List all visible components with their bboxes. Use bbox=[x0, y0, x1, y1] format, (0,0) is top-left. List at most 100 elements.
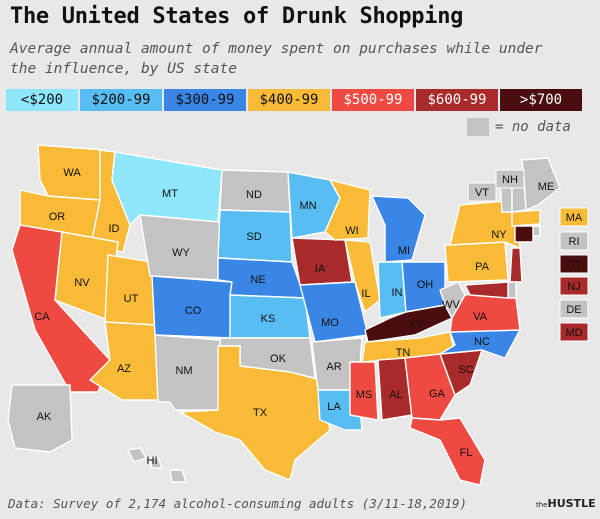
state-ut bbox=[104, 254, 156, 326]
source-note: Data: Survey of 2,174 alcohol-consuming … bbox=[8, 496, 468, 511]
legend-item-500: $500-99 bbox=[332, 89, 414, 111]
state-label-vt: VT bbox=[475, 187, 489, 199]
state-label-hi: HI bbox=[147, 455, 158, 467]
state-wi bbox=[324, 179, 371, 241]
state-il bbox=[344, 239, 381, 313]
state-label-wy: WY bbox=[172, 247, 190, 259]
legend-item-600: $600-99 bbox=[416, 89, 498, 111]
state-hi bbox=[127, 447, 187, 483]
state-label-nd: ND bbox=[246, 189, 262, 201]
state-label-wi: WI bbox=[345, 225, 358, 237]
map-title: The United States of Drunk Shopping bbox=[10, 4, 464, 29]
state-label-az: AZ bbox=[117, 363, 131, 375]
state-label-md: MD bbox=[565, 327, 582, 339]
state-tile-nh bbox=[495, 169, 525, 189]
state-label-ne: NE bbox=[250, 274, 265, 286]
state-de bbox=[507, 281, 517, 299]
brand-name: HUSTLE bbox=[547, 497, 596, 510]
state-fl bbox=[409, 417, 486, 486]
state-ga bbox=[404, 353, 456, 421]
legend-item-400: $400-99 bbox=[248, 89, 330, 111]
state-label-mo: MO bbox=[321, 317, 339, 329]
state-label-me: ME bbox=[538, 181, 555, 193]
nodata-swatch bbox=[467, 118, 489, 136]
state-wv bbox=[439, 281, 466, 319]
nodata-legend: = no data bbox=[467, 118, 571, 136]
state-label-id: ID bbox=[109, 223, 120, 235]
state-label-ct: CT bbox=[567, 259, 582, 271]
state-label-mt: MT bbox=[162, 188, 178, 200]
state-label-fl: FL bbox=[460, 447, 473, 459]
state-label-wa: WA bbox=[63, 167, 81, 179]
state-tile-de bbox=[559, 299, 589, 319]
legend-label: $200-99 bbox=[91, 92, 151, 108]
state-label-ia: IA bbox=[315, 263, 326, 275]
state-label-ny: NY bbox=[491, 229, 507, 241]
state-nj bbox=[509, 247, 523, 283]
state-label-ky: KY bbox=[409, 319, 424, 331]
state-ma bbox=[511, 209, 541, 227]
state-tile-nj bbox=[559, 276, 589, 296]
state-label-va: VA bbox=[473, 311, 488, 323]
legend-item-lt200: <$200 bbox=[6, 89, 78, 111]
legend-label: $600-99 bbox=[427, 92, 487, 108]
state-label-sd: SD bbox=[246, 231, 261, 243]
state-label-al: AL bbox=[389, 389, 402, 401]
state-ia bbox=[291, 237, 353, 286]
state-label-oh: OH bbox=[417, 279, 434, 291]
state-label-ak: AK bbox=[37, 411, 52, 423]
state-label-ri: RI bbox=[569, 236, 580, 248]
state-tile-md bbox=[559, 322, 589, 342]
state-label-nc: NC bbox=[474, 336, 490, 348]
state-mi bbox=[371, 195, 426, 263]
state-ms bbox=[349, 361, 379, 421]
legend: <$200 $200-99 $300-99 $400-99 $500-99 $6… bbox=[6, 89, 584, 111]
state-label-la: LA bbox=[327, 401, 341, 413]
state-label-ma: MA bbox=[566, 212, 583, 224]
state-tile-ct bbox=[559, 254, 589, 274]
state-label-ar: AR bbox=[326, 361, 341, 373]
state-label-ut: UT bbox=[124, 293, 139, 305]
legend-item-700: >$700 bbox=[500, 89, 582, 111]
state-tile-ri bbox=[559, 231, 589, 251]
state-label-co: CO bbox=[185, 305, 202, 317]
state-label-ms: MS bbox=[356, 389, 373, 401]
state-tx bbox=[179, 345, 331, 481]
state-label-sc: SC bbox=[458, 364, 473, 376]
nodata-label: = no data bbox=[495, 119, 571, 135]
state-label-in: IN bbox=[392, 287, 403, 299]
state-label-il: IL bbox=[361, 288, 370, 300]
state-label-nh: NH bbox=[502, 174, 518, 186]
state-label-ks: KS bbox=[261, 313, 276, 325]
state-label-nj: NJ bbox=[567, 281, 580, 293]
state-label-tx: TX bbox=[253, 407, 268, 419]
legend-item-200: $200-99 bbox=[80, 89, 162, 111]
state-label-ca: CA bbox=[34, 311, 50, 323]
legend-label: $500-99 bbox=[343, 92, 403, 108]
state-label-nv: NV bbox=[74, 277, 90, 289]
state-label-mn: MN bbox=[299, 200, 316, 212]
legend-label: <$200 bbox=[20, 92, 64, 108]
state-label-or: OR bbox=[49, 211, 66, 223]
state-tile-ma bbox=[559, 207, 589, 227]
state-ri bbox=[532, 225, 541, 237]
legend-label: >$700 bbox=[519, 92, 563, 108]
state-label-ok: OK bbox=[270, 353, 287, 365]
legend-item-300: $300-99 bbox=[164, 89, 246, 111]
state-ak bbox=[7, 384, 73, 453]
state-label-de: DE bbox=[566, 304, 581, 316]
state-tile-vt bbox=[467, 182, 497, 202]
state-label-wv: WV bbox=[442, 299, 460, 311]
state-label-ga: GA bbox=[429, 388, 446, 400]
state-ct bbox=[514, 225, 534, 243]
state-md bbox=[464, 281, 509, 299]
legend-label: $300-99 bbox=[175, 92, 235, 108]
map-subtitle: Average annual amount of money spent on … bbox=[10, 41, 543, 77]
state-label-nm: NM bbox=[175, 365, 192, 377]
state-label-pa: PA bbox=[475, 261, 490, 273]
legend-label: $400-99 bbox=[259, 92, 319, 108]
brand-prefix: the bbox=[536, 501, 548, 509]
state-label-mi: MI bbox=[398, 245, 410, 257]
brand-logo: theHUSTLE bbox=[536, 497, 596, 510]
